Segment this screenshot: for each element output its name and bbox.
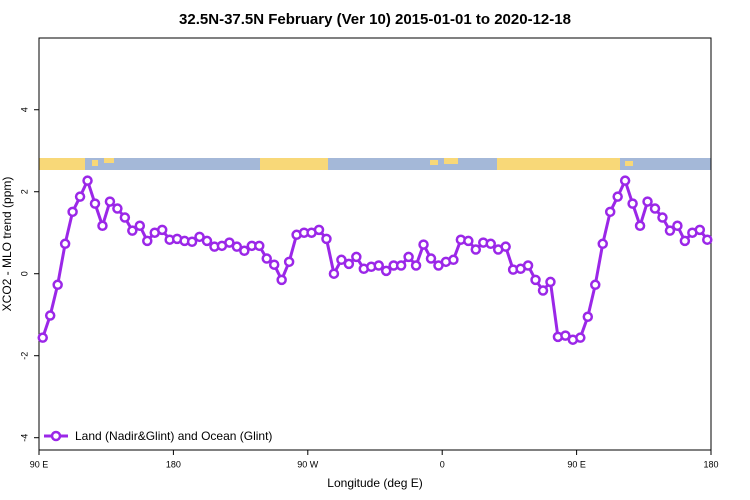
data-point [321,233,332,245]
data-point [239,245,250,257]
x-tick-label: 0 [440,459,445,469]
data-point [194,231,205,243]
data-line [41,179,709,342]
data-point [52,279,63,291]
data-point [403,251,414,263]
data-point [575,332,586,343]
data-point [485,238,496,250]
y-tick-label: 0 [19,271,29,276]
data-point [261,253,272,264]
data-point [612,191,623,202]
data-point [582,311,594,323]
data-point [373,260,384,271]
data-point [500,241,511,252]
x-tick-label: 90 W [297,459,319,469]
data-point [142,235,153,247]
data-point [186,236,198,247]
data-point [679,235,691,247]
data-point [343,258,355,270]
x-tick-label: 180 [703,459,718,469]
data-point [537,285,549,296]
data-point [463,235,474,247]
data-point [104,196,116,207]
data-point [336,254,347,266]
data-point [97,220,108,232]
legend-label: Land (Nadir&Glint) and Ocean (Glint) [75,429,272,443]
data-point [649,203,661,214]
data-point [604,206,616,218]
data-point [657,212,668,223]
data-point [74,191,86,202]
y-tick-label: -2 [19,352,29,360]
data-point [351,251,362,263]
x-axis-label: Longitude (deg E) [327,476,422,490]
data-point [470,244,482,255]
data-point [44,310,56,321]
data-point [67,206,78,218]
data-point [156,224,168,236]
data-point [37,332,48,343]
data-point [254,240,265,252]
data-point [560,330,571,341]
data-point [418,239,429,250]
plot-frame [38,37,712,451]
data-point [328,268,340,279]
data-point [268,259,280,270]
data-point [522,260,534,271]
data-point [119,212,131,223]
data-point [627,198,638,209]
data-point [530,274,541,286]
legend: Land (Nadir&Glint) and Ocean (Glint) [37,175,713,443]
data-point [694,224,706,236]
data-point [410,260,422,271]
data-point [380,265,392,277]
legend-marker [50,430,62,442]
data-point [313,224,325,236]
data-point [276,274,287,286]
y-axis-label: XCO2 - MLO trend (ppm) [0,177,14,312]
data-point [231,241,243,252]
data-point [590,279,601,291]
data-point [664,225,676,236]
data-point [59,238,71,250]
data-point [619,175,631,186]
data-point [89,198,101,209]
data-point [224,237,235,248]
chart-title: 32.5N-37.5N February (Ver 10) 2015-01-01… [179,11,571,28]
data-point [395,260,407,271]
data-point [634,220,646,232]
data-point [283,256,295,268]
x-tick-label: 90 E [30,459,49,469]
x-tick-label: 180 [166,459,181,469]
y-tick-label: 4 [19,107,29,112]
data-point [82,175,93,186]
land-ocean-strip [39,158,711,170]
y-tick-label: 2 [19,189,29,194]
data-point [112,203,123,214]
data-point [597,238,608,250]
data-point [425,253,437,264]
data-point [134,220,146,232]
data-point [702,234,713,245]
x-tick-label: 90 E [567,459,586,469]
data-point [642,196,653,207]
y-tick-label: -4 [19,434,29,442]
data-point [545,276,556,288]
data-point [672,220,683,232]
data-point [448,254,459,266]
data-point [127,225,138,236]
data-point [201,235,213,247]
